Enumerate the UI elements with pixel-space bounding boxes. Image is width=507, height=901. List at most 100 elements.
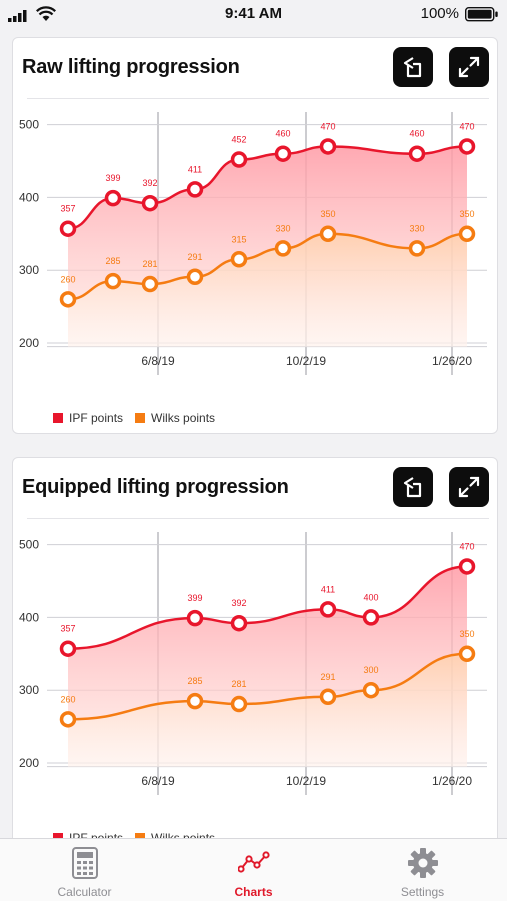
y-tick-label: 500 [19,538,39,552]
wilks-area [68,653,467,767]
battery-icon [465,7,498,22]
wilks-data-point[interactable] [319,225,337,243]
export-icon [403,477,422,498]
tab-settings[interactable]: Settings [338,839,507,901]
ipf-data-point[interactable] [230,151,248,168]
wilks-data-point[interactable] [230,251,248,268]
tab-bar: Calculator Charts Setti [0,838,507,901]
legend-item-wilks: Wilks points [135,411,215,425]
x-tick-label: 1/26/20 [432,774,472,788]
wilks-data-point[interactable] [59,291,77,308]
wilks-data-label: 281 [231,679,246,689]
legend-swatch-ipf [53,413,63,423]
export-button[interactable] [393,467,433,507]
wilks-data-label: 285 [105,256,120,266]
x-tick-label: 6/8/19 [141,774,175,788]
card-divider [27,518,489,519]
ipf-data-point[interactable] [458,558,476,575]
wilks-data-point[interactable] [458,225,476,243]
wilks-data-point[interactable] [186,268,204,286]
export-icon [403,57,422,78]
ipf-data-point[interactable] [408,145,426,162]
ipf-data-label: 470 [320,121,335,131]
wilks-data-point[interactable] [59,711,77,728]
ipf-data-point[interactable] [186,609,204,627]
tab-label: Charts [234,885,273,899]
legend-swatch-wilks [135,413,146,423]
ipf-data-point[interactable] [362,609,380,626]
wilks-series-line [67,652,468,721]
ipf-data-point[interactable] [186,181,204,198]
ipf-data-point[interactable] [104,189,122,207]
legend-item-ipf: IPF points [53,411,123,425]
tab-label: Settings [400,885,445,899]
expand-button[interactable] [449,47,489,87]
wilks-data-label: 291 [320,672,335,682]
wilks-data-label: 285 [187,676,202,686]
wilks-data-label: 300 [363,665,378,675]
wilks-data-point[interactable] [319,688,337,706]
y-tick-label: 200 [19,756,39,770]
wilks-data-point[interactable] [362,681,380,699]
calculator-icon [71,847,98,879]
ipf-data-point[interactable] [274,145,292,162]
wilks-data-point[interactable] [458,645,476,663]
ipf-data-point[interactable] [319,138,337,155]
export-button[interactable] [393,47,433,87]
ipf-data-label: 470 [459,121,474,131]
ipf-data-point[interactable] [141,194,159,212]
card-divider [27,98,489,99]
ipf-data-label: 399 [105,173,120,183]
cellular-signal-icon [8,10,27,22]
wilks-data-point[interactable] [274,240,292,257]
ipf-data-label: 411 [188,164,202,174]
ipf-data-point[interactable] [458,138,476,155]
wilks-data-point[interactable] [141,275,159,293]
ipf-data-label: 399 [187,593,202,603]
ipf-data-label: 460 [275,129,290,139]
wilks-data-point[interactable] [230,695,248,713]
status-time: 9:41 AM [225,5,282,22]
tab-charts[interactable]: Charts [169,839,338,901]
ipf-data-label: 357 [60,624,75,634]
legend-label-ipf: IPF points [69,411,124,425]
ipf-data-label: 460 [409,129,424,139]
y-tick-label: 500 [19,118,39,132]
legend-label-wilks: Wilks points [151,411,216,425]
wilks-data-label: 330 [409,223,424,233]
ipf-data-point[interactable] [230,614,248,632]
x-tick-label: 1/26/20 [432,354,472,368]
ipf-data-point[interactable] [59,220,77,237]
wilks-data-point[interactable] [186,692,204,710]
tab-calculator[interactable]: Calculator [0,839,169,901]
ipf-data-label: 411 [321,584,335,594]
wilks-data-label: 350 [459,209,474,219]
ipf-data-point[interactable] [319,601,337,618]
wilks-data-label: 315 [231,234,246,244]
ipf-data-point[interactable] [59,640,77,657]
wilks-data-label: 291 [187,252,202,262]
y-tick-label: 400 [19,190,39,204]
gear-icon [407,848,438,878]
wilks-data-point[interactable] [104,272,122,290]
wilks-data-label: 260 [60,694,75,704]
ipf-data-label: 400 [363,592,378,602]
expand-button[interactable] [449,467,489,507]
raw-progression-card: Raw lifting progression 500 400 300 200 6/8/… [12,37,498,434]
wilks-data-point[interactable] [408,240,426,257]
chart-icon [237,851,270,873]
wilks-data-label: 281 [142,259,157,269]
wilks-area [68,233,467,347]
ipf-series-line [67,565,468,650]
chart-legend: IPF points Wilks points [53,411,227,425]
tab-label: Calculator [57,885,112,899]
ipf-data-label: 357 [60,204,75,214]
x-tick-label: 6/8/19 [141,354,175,368]
battery-percentage: 100% [420,5,459,22]
ipf-data-label: 392 [142,178,157,188]
expand-icon [458,56,480,78]
y-tick-label: 200 [19,336,39,350]
ipf-data-label: 452 [231,135,246,145]
wilks-data-label: 350 [320,209,335,219]
status-bar: 9:41 AM 100% [0,0,507,30]
